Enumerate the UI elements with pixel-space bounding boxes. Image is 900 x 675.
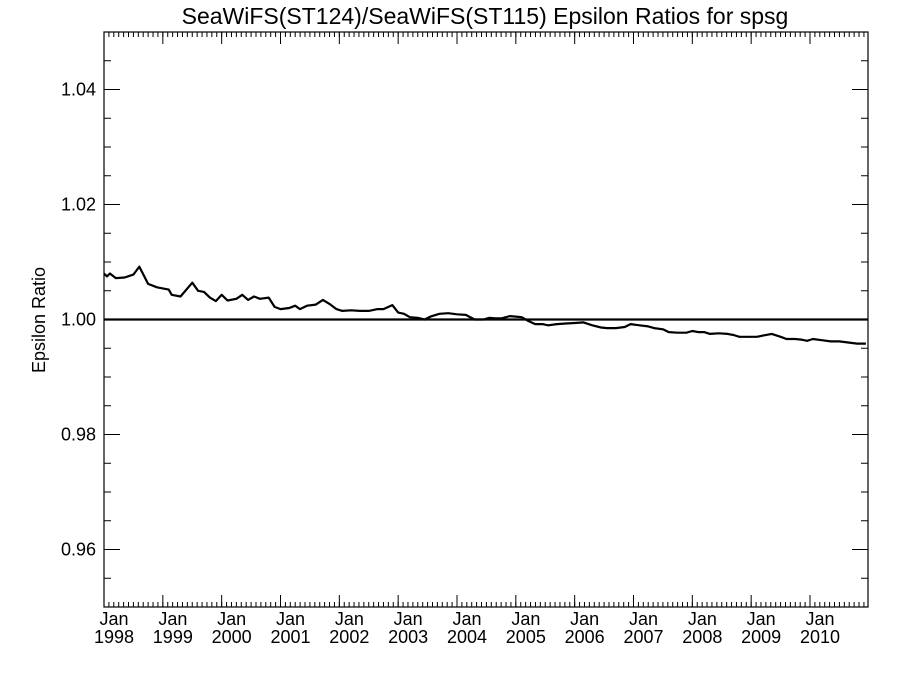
y-tick-label: 1.04 — [61, 80, 96, 100]
x-tick-month: Jan — [335, 609, 364, 629]
x-tick-year: 2004 — [447, 627, 487, 647]
x-tick-month: Jan — [158, 609, 187, 629]
x-tick-month: Jan — [276, 609, 305, 629]
y-tick-label: 0.96 — [61, 540, 96, 560]
x-tick-year: 2005 — [506, 627, 546, 647]
x-tick-year: 2009 — [741, 627, 781, 647]
x-tick-year: 2008 — [682, 627, 722, 647]
x-tick-month: Jan — [452, 609, 481, 629]
y-tick-label: 0.98 — [61, 425, 96, 445]
chart-title: SeaWiFS(ST124)/SeaWiFS(ST115) Epsilon Ra… — [182, 3, 789, 29]
series-line — [103, 265, 866, 345]
x-tick-year: 2002 — [329, 627, 369, 647]
y-axis-label: Epsilon Ratio — [29, 267, 49, 373]
x-tick-year: 2010 — [800, 627, 840, 647]
x-tick-labels: Jan1998Jan1999Jan2000Jan2001Jan2002Jan20… — [94, 609, 840, 647]
y-tick-labels: 0.96 0.98 1.00 1.02 1.04 — [61, 80, 96, 560]
x-tick-month: Jan — [570, 609, 599, 629]
x-tick-year: 2007 — [623, 627, 663, 647]
y-tick-label: 1.00 — [61, 310, 96, 330]
x-tick-month: Jan — [805, 609, 834, 629]
x-tick-year: 2001 — [270, 627, 310, 647]
x-tick-year: 2003 — [388, 627, 428, 647]
x-tick-month: Jan — [511, 609, 540, 629]
x-tick-month: Jan — [394, 609, 423, 629]
x-tick-year: 2006 — [565, 627, 605, 647]
x-tick-year: 2000 — [212, 627, 252, 647]
y-tick-label: 1.02 — [61, 195, 96, 215]
x-tick-month: Jan — [217, 609, 246, 629]
x-tick-year: 1999 — [153, 627, 193, 647]
x-tick-month: Jan — [629, 609, 658, 629]
x-tick-month: Jan — [99, 609, 128, 629]
x-tick-month: Jan — [688, 609, 717, 629]
x-tick-year: 1998 — [94, 627, 134, 647]
x-tick-month: Jan — [747, 609, 776, 629]
